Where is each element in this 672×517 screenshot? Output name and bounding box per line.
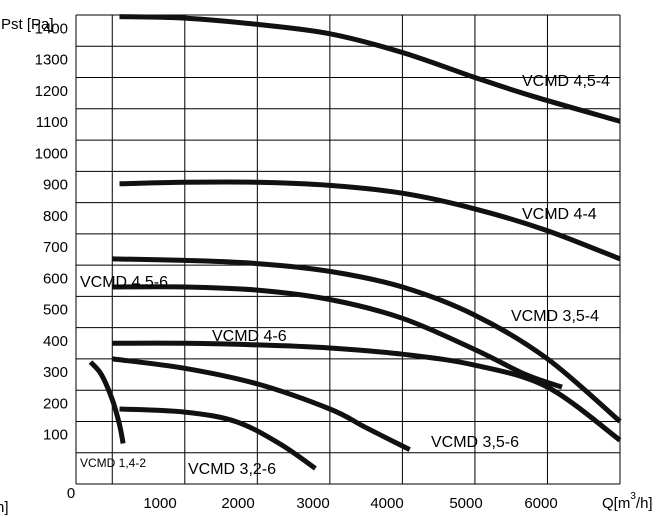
series-label-4: VCMD 4-6 [212,328,287,345]
x-tick-label-6: 6000 [524,495,557,512]
x-tick-label-1: 1000 [143,495,176,512]
y-tick-label-13: 1400 [35,20,68,37]
y-tick-label-11: 1200 [35,83,68,100]
y-tick-label-6: 700 [43,239,68,256]
x-tick-label-2: 2000 [221,495,254,512]
series-label-5: VCMD 3,5-6 [431,434,519,451]
series-line-0 [119,14,621,124]
x-tick-label-0: 0 [67,485,75,502]
curve-labels: VCMD 4,5-4 VCMD 4-4 VCMD 3,5-4 VCMD 4,5-6 VC… [80,73,610,478]
series-line-2 [112,256,622,424]
grid [75,14,621,485]
series-label-2: VCMD 3,5-4 [511,308,599,325]
x-tick-label-5: 5000 [449,495,482,512]
x-tick-label-3: 3000 [296,495,329,512]
y-tick-label-10: 1100 [36,114,68,131]
y-tick-label-12: 1300 [35,52,68,69]
y-tick-label-5: 600 [43,270,68,287]
series-label-3: VCMD 4,5-6 [80,274,168,291]
series-line-4 [112,340,622,443]
series-label-7: VCMD 1,4-2 [80,456,146,470]
x-tick-label-4: 4000 [370,495,403,512]
y-tick-label-1: 200 [43,395,68,412]
series-line-5 [111,356,411,452]
tick-labels: 0 1000 2000 3000 4000 5000 6000 100 200 300 400 500… [35,20,558,512]
y-tick-label-0: 100 [43,427,68,444]
series-label-0: VCMD 4,5-4 [522,73,610,90]
y-tick-label-2: 300 [43,364,68,381]
y-tick-label-8: 900 [43,177,68,194]
series-line-1 [119,179,621,262]
y-tick-label-3: 400 [43,333,68,350]
series-label-6: VCMD 3,2-6 [188,461,276,478]
x-axis-label: Q[m3/h] [602,491,653,512]
y-axis-label: Pst [Pa] [1,16,54,33]
series-line-3 [112,284,563,390]
series-line-7 [88,360,126,444]
y-tick-label-7: 800 [43,208,68,225]
curves [88,14,622,471]
y-tick-label-4: 500 [43,302,68,319]
series-label-1: VCMD 4-4 [522,206,597,223]
y-tick-label-9: 1000 [35,145,68,162]
series-line-6 [119,406,317,471]
left-edge-fragment: h] [0,499,9,516]
